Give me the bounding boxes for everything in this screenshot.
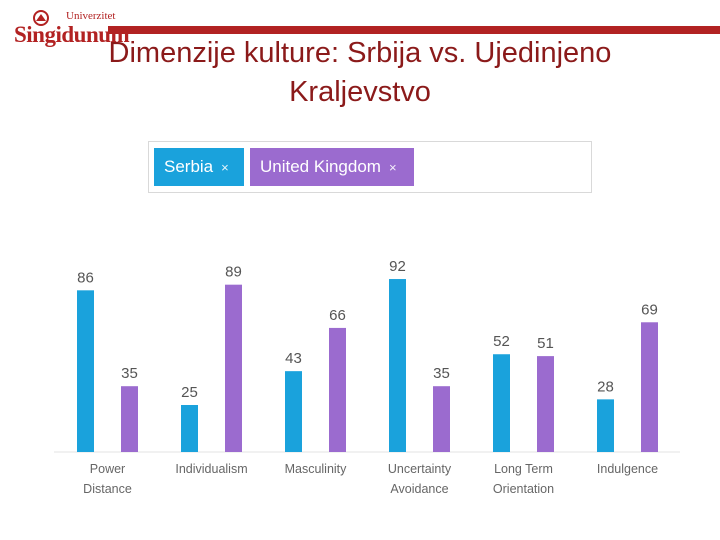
data-label: 35	[121, 365, 138, 382]
chip-serbia-label: Serbia	[164, 157, 214, 176]
bar-serbia	[493, 354, 510, 452]
category-label: Orientation	[493, 482, 554, 496]
data-label: 86	[77, 269, 94, 286]
bar-united-kingdom	[329, 327, 346, 452]
category-label: Uncertainty	[388, 462, 452, 476]
country-selector: Serbia × United Kingdom ×	[148, 141, 592, 193]
category-label: Distance	[83, 482, 132, 496]
bar-united-kingdom	[121, 386, 138, 452]
data-label: 92	[389, 258, 406, 275]
header-accent-bar	[108, 26, 720, 34]
close-icon[interactable]: ×	[388, 159, 397, 175]
data-label: 43	[285, 350, 302, 367]
data-label: 25	[181, 384, 198, 401]
data-label: 89	[225, 264, 242, 281]
category-label: Indulgence	[597, 462, 658, 476]
bar-united-kingdom	[433, 386, 450, 452]
category-label: Masculinity	[285, 462, 348, 476]
category-label: Individualism	[175, 462, 247, 476]
close-icon[interactable]: ×	[221, 159, 229, 175]
data-label: 51	[537, 335, 554, 352]
chip-serbia[interactable]: Serbia ×	[154, 148, 244, 186]
bar-united-kingdom	[225, 284, 242, 452]
logo-emblem-icon	[33, 10, 49, 26]
slide-title: Dimenzije kulture: Srbija vs. Ujedinjeno…	[108, 37, 612, 108]
bar-serbia	[77, 290, 94, 452]
bar-united-kingdom	[641, 322, 658, 452]
category-label: Long Term	[494, 462, 553, 476]
data-label: 28	[597, 378, 614, 395]
data-label: 69	[641, 301, 658, 318]
bar-serbia	[181, 405, 198, 452]
chip-uk-label: United Kingdom	[260, 157, 381, 176]
logo-university-text: Univerzitet	[66, 10, 116, 22]
data-label: 35	[433, 365, 450, 382]
data-label: 52	[493, 333, 510, 350]
category-label: Power	[90, 462, 125, 476]
bar-serbia	[389, 279, 406, 452]
bar-serbia	[285, 371, 302, 452]
data-label: 66	[329, 307, 346, 324]
chip-united-kingdom[interactable]: United Kingdom ×	[250, 148, 414, 186]
bar-united-kingdom	[537, 356, 554, 452]
category-label: Avoidance	[390, 482, 448, 496]
bar-serbia	[597, 399, 614, 452]
